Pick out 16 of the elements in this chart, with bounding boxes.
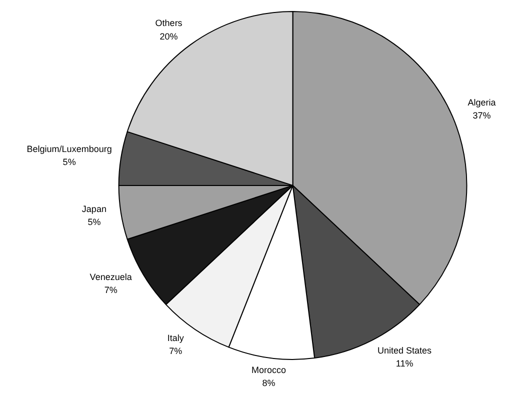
data-label: 20% <box>160 31 178 42</box>
data-label: 37% <box>472 110 491 121</box>
slice-label: United States <box>378 345 432 356</box>
slice-label: Algeria <box>468 97 496 108</box>
slice-label: Others <box>155 18 183 28</box>
slice-label: Japan <box>82 204 106 214</box>
data-label: 5% <box>88 217 101 228</box>
data-label: 7% <box>104 284 118 295</box>
slice-label: Italy <box>167 333 184 344</box>
data-label: 5% <box>62 156 76 167</box>
data-label: 11% <box>396 358 414 369</box>
slice-label: Belgium/Luxembourg <box>26 144 112 154</box>
slice-label: Morocco <box>252 364 286 375</box>
slice-label: Venezuela <box>90 272 132 282</box>
data-label: 8% <box>262 378 276 388</box>
data-label: 7% <box>169 346 182 356</box>
